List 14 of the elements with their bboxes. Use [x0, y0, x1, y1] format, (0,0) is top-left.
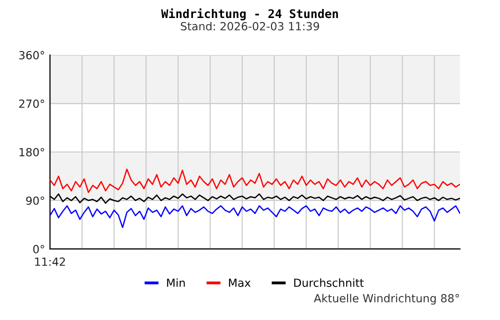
y-tick-label: 360° [19, 51, 44, 60]
line-series [50, 168, 460, 194]
text: Aktuelle Windrichtung 88° [314, 294, 459, 305]
legend-label: Durchschnitt [294, 278, 364, 287]
line-series [50, 205, 460, 228]
chart-subtitle: Stand: 2026-02-03 11:39 [180, 22, 320, 30]
y-tick-label: 270° [19, 99, 44, 108]
y-tick-label: 90° [26, 196, 44, 205]
legend-label: Max [229, 278, 251, 287]
y-tick-label: 0° [33, 244, 44, 254]
x-tick-label: 11:42 [35, 257, 65, 266]
legend-label: Min [167, 278, 185, 287]
y-tick-label: 180° [20, 148, 44, 156]
chart-title: Windrichtung - 24 Stunden [161, 8, 338, 20]
